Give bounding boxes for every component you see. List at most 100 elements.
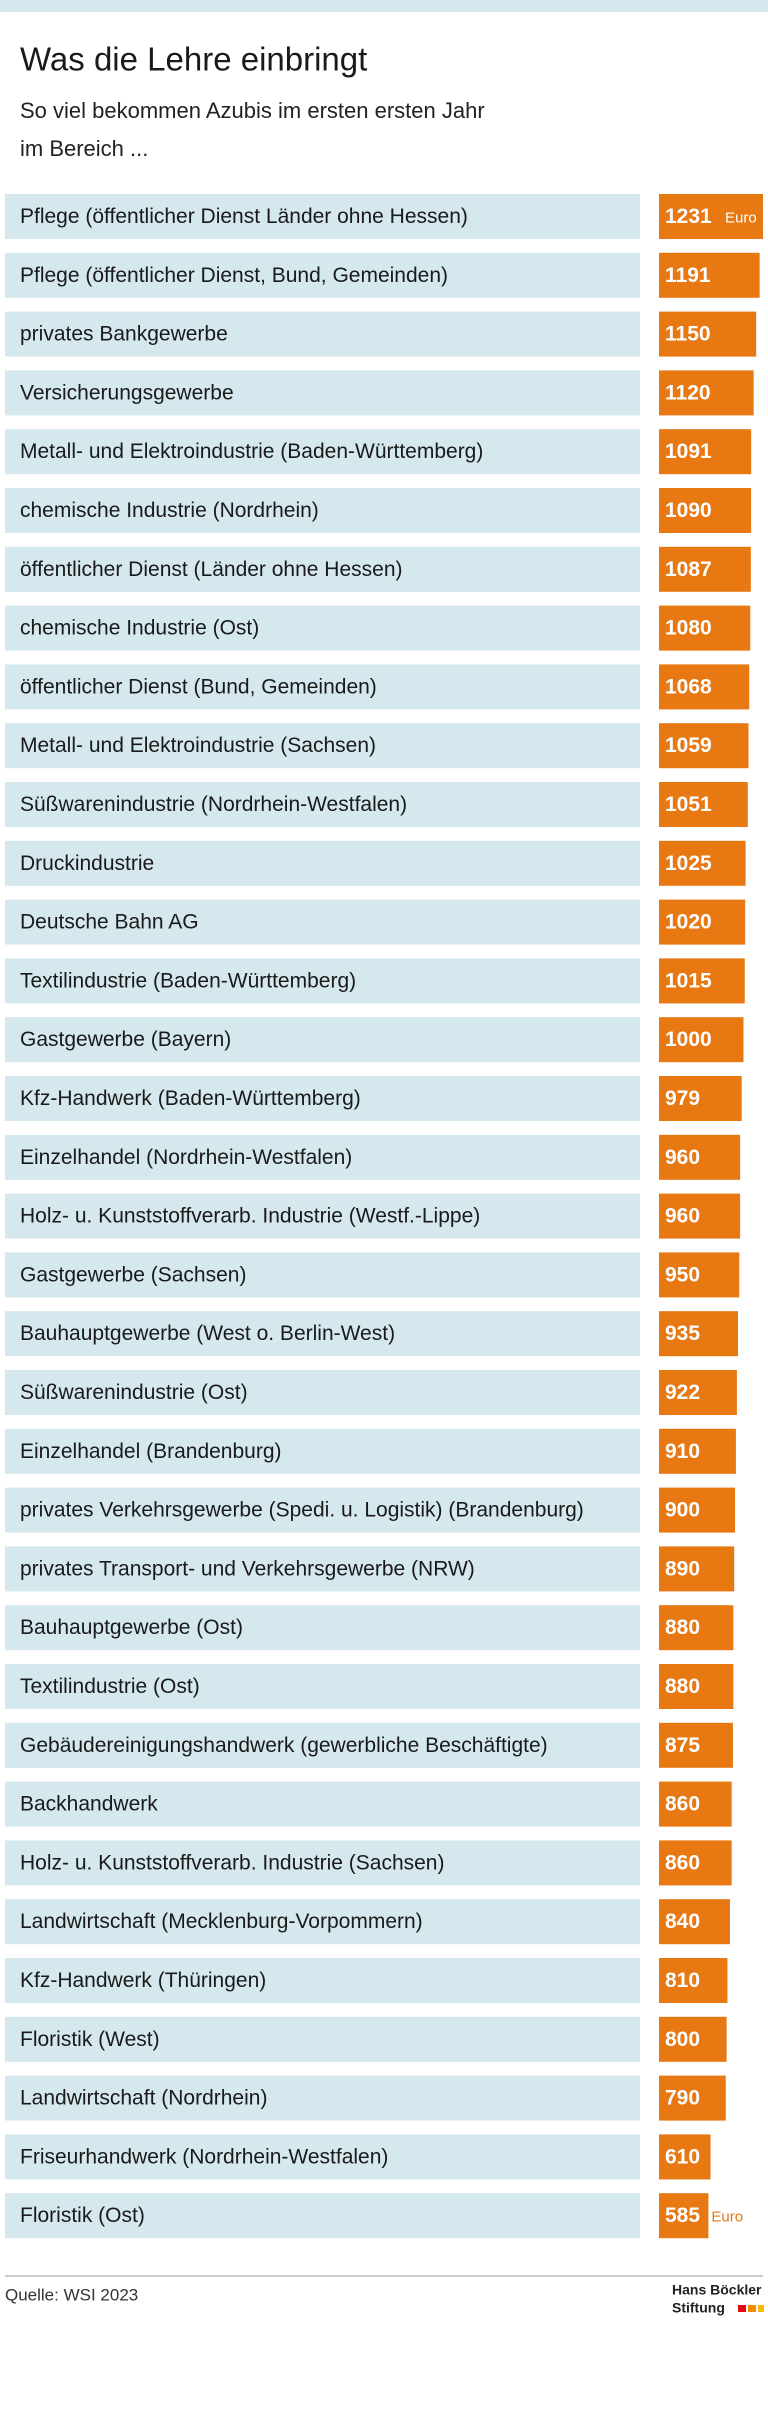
category-box <box>5 1899 640 1945</box>
category-label: Holz- u. Kunststoffverarb. Industrie (Sa… <box>20 1851 444 1874</box>
category-label: öffentlicher Dienst (Bund, Gemeinden) <box>20 675 377 698</box>
category-label: Versicherungsgewerbe <box>20 381 234 404</box>
value-label: 935 <box>665 1322 700 1345</box>
category-label: Kfz-Handwerk (Thüringen) <box>20 1969 266 1992</box>
bar <box>659 429 752 475</box>
value-label: 880 <box>665 1675 700 1698</box>
logo-text: Hans Böckler <box>672 2282 762 2298</box>
unit-label: Euro <box>725 209 757 226</box>
value-label: 1120 <box>665 381 711 404</box>
value-label: 880 <box>665 1616 700 1639</box>
category-label: Deutsche Bahn AG <box>20 911 199 934</box>
category-box <box>5 1370 640 1415</box>
bar <box>659 2134 711 2180</box>
value-label: 610 <box>665 2145 700 2168</box>
bar <box>659 958 745 1004</box>
logo-square <box>758 2305 764 2312</box>
value-label: 1000 <box>665 1028 712 1051</box>
category-label: Landwirtschaft (Mecklenburg-Vorpommern) <box>20 1910 423 1933</box>
category-label: Textilindustrie (Baden-Württemberg) <box>20 969 356 992</box>
bar <box>659 2193 709 2239</box>
category-box <box>5 1193 640 1239</box>
category-box <box>5 1428 640 1474</box>
category-box <box>5 1781 640 1827</box>
value-label: 900 <box>665 1499 700 1522</box>
logo-text: Stiftung <box>672 2300 725 2316</box>
category-label: Textilindustrie (Ost) <box>20 1675 200 1698</box>
value-label: 890 <box>665 1557 700 1580</box>
bar <box>659 311 757 357</box>
category-box <box>5 723 640 769</box>
category-box <box>5 1840 640 1886</box>
bar <box>659 840 746 886</box>
category-label: Floristik (West) <box>20 2028 160 2051</box>
category-box <box>5 194 640 239</box>
value-label: 1087 <box>665 558 712 581</box>
category-label: Metall- und Elektroindustrie (Baden-Würt… <box>20 440 483 463</box>
bar <box>659 1605 734 1651</box>
value-label: 790 <box>665 2087 700 2110</box>
category-label: Pflege (öffentlicher Dienst Länder ohne … <box>20 205 468 228</box>
bar <box>659 2016 727 2062</box>
category-label: Druckindustrie <box>20 852 154 875</box>
value-label: 960 <box>665 1146 700 1169</box>
bar <box>659 723 749 769</box>
category-box <box>5 2134 640 2180</box>
category-box <box>5 1958 640 2003</box>
category-label: Einzelhandel (Nordrhein-Westfalen) <box>20 1146 352 1169</box>
category-box <box>5 664 640 710</box>
bar <box>659 1076 742 1121</box>
category-box <box>5 605 640 651</box>
bar <box>659 1252 740 1298</box>
bar <box>659 1017 744 1063</box>
category-box <box>5 1017 640 1063</box>
bar <box>659 1370 737 1415</box>
category-box <box>5 1605 640 1651</box>
category-label: Friseurhandwerk (Nordrhein-Westfalen) <box>20 2145 388 2168</box>
category-box <box>5 1546 640 1592</box>
category-box <box>5 782 640 827</box>
value-label: 1091 <box>665 440 712 463</box>
category-label: öffentlicher Dienst (Länder ohne Hessen) <box>20 558 403 581</box>
category-label: Bauhauptgewerbe (Ost) <box>20 1616 243 1639</box>
category-box <box>5 2075 640 2121</box>
bar <box>659 1722 733 1768</box>
value-label: 800 <box>665 2028 700 2051</box>
value-label: 875 <box>665 1734 700 1757</box>
unit-label: Euro <box>711 2209 743 2226</box>
value-label: 960 <box>665 1205 700 1228</box>
category-label: Süßwarenindustrie (Ost) <box>20 1381 248 1404</box>
category-box <box>5 840 640 886</box>
value-label: 1059 <box>665 734 712 757</box>
bar <box>659 1840 732 1886</box>
category-box <box>5 1076 640 1121</box>
category-label: Holz- u. Kunststoffverarb. Industrie (We… <box>20 1205 480 1228</box>
category-label: Kfz-Handwerk (Baden-Württemberg) <box>20 1087 361 1110</box>
value-label: 1150 <box>665 323 711 346</box>
category-label: privates Verkehrsgewerbe (Spedi. u. Logi… <box>20 1499 584 1522</box>
bar <box>659 252 760 298</box>
category-box <box>5 429 640 475</box>
category-label: privates Bankgewerbe <box>20 323 228 346</box>
bar <box>659 1311 739 1357</box>
category-label: chemische Industrie (Ost) <box>20 617 259 640</box>
category-label: Bauhauptgewerbe (West o. Berlin-West) <box>20 1322 395 1345</box>
value-label: 979 <box>665 1087 700 1110</box>
value-label: 1051 <box>665 793 712 816</box>
chart-title: Was die Lehre einbringt <box>20 41 367 78</box>
value-label: 922 <box>665 1381 700 1404</box>
bar <box>659 1958 728 2003</box>
value-label: 1025 <box>665 852 712 875</box>
value-label: 810 <box>665 1969 700 1992</box>
logo-square <box>748 2305 756 2312</box>
category-label: Metall- und Elektroindustrie (Sachsen) <box>20 734 376 757</box>
category-label: Gastgewerbe (Bayern) <box>20 1028 231 1051</box>
bar <box>659 1487 736 1533</box>
category-box <box>5 899 640 945</box>
value-label: 1231 <box>665 205 712 228</box>
category-box <box>5 488 640 533</box>
value-label: 1068 <box>665 675 712 698</box>
subtitle: im Bereich ... <box>20 136 148 161</box>
category-box <box>5 1311 640 1357</box>
value-label: 1090 <box>665 499 712 522</box>
